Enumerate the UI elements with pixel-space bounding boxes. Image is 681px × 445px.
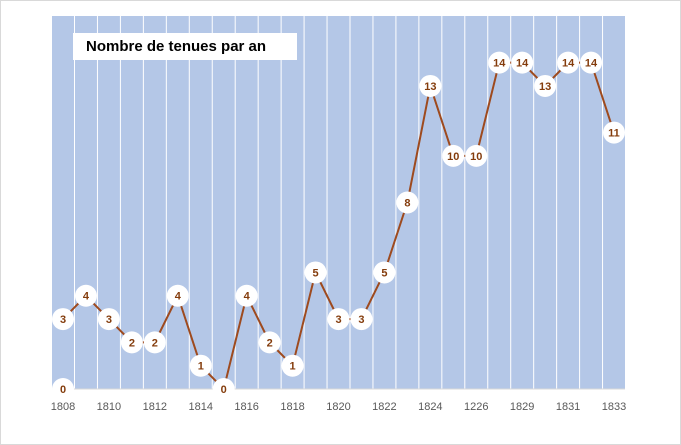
data-label: 10 — [470, 151, 482, 163]
x-tick-label: 1829 — [510, 401, 534, 413]
data-label: 11 — [608, 127, 620, 139]
x-tick-label: 1810 — [97, 401, 121, 413]
data-label: 4 — [83, 291, 90, 303]
data-label: 1 — [198, 361, 204, 373]
data-label: 14 — [585, 58, 598, 70]
point — [52, 308, 74, 331]
x-tick-label: 1816 — [234, 401, 258, 413]
x-tick-label: 1818 — [280, 401, 304, 413]
data-label: 3 — [106, 314, 112, 326]
point — [557, 51, 580, 74]
data-label: 14 — [516, 58, 529, 70]
data-label: 13 — [539, 81, 551, 93]
point — [258, 331, 281, 354]
point — [603, 121, 625, 144]
x-tick-label: 1808 — [51, 401, 75, 413]
point — [580, 51, 603, 74]
data-label: 14 — [562, 58, 575, 70]
point — [488, 51, 511, 74]
data-label: 8 — [404, 197, 410, 209]
data-label: 3 — [358, 314, 364, 326]
point — [212, 378, 235, 400]
data-label: 13 — [424, 81, 436, 93]
point — [442, 144, 465, 167]
data-label: 2 — [267, 337, 273, 349]
point — [350, 308, 373, 331]
point — [396, 191, 419, 214]
point — [511, 51, 534, 74]
x-tick-label: 1812 — [143, 401, 167, 413]
data-label: 5 — [381, 267, 387, 279]
data-label: 2 — [129, 337, 135, 349]
data-label: 0 — [221, 384, 227, 396]
x-tick-label: 1820 — [326, 401, 350, 413]
x-tick-label: 1226 — [464, 401, 488, 413]
point — [74, 284, 97, 307]
data-label: 4 — [175, 291, 182, 303]
x-tick-label: 1833 — [602, 401, 626, 413]
point — [143, 331, 166, 354]
point — [166, 284, 189, 307]
x-tick-label: 1814 — [189, 401, 213, 413]
data-label: 3 — [60, 314, 66, 326]
data-label: 4 — [244, 291, 251, 303]
plot-area — [52, 16, 625, 389]
data-label: 2 — [152, 337, 158, 349]
point — [97, 308, 120, 331]
x-tick-label: 1822 — [372, 401, 396, 413]
point — [189, 354, 212, 377]
point — [235, 284, 258, 307]
title-box — [73, 33, 297, 60]
point — [281, 354, 304, 377]
x-tick-label: 1831 — [556, 401, 580, 413]
point — [373, 261, 396, 284]
x-tick-label: 1824 — [418, 401, 442, 413]
data-label: 10 — [447, 151, 459, 163]
data-label: 14 — [493, 58, 506, 70]
y-tick-mark — [52, 378, 74, 400]
data-label: 3 — [335, 314, 341, 326]
point — [465, 144, 488, 167]
point — [327, 308, 350, 331]
data-label: 5 — [312, 267, 318, 279]
point — [534, 74, 557, 97]
point — [304, 261, 327, 284]
point — [120, 331, 143, 354]
chart-title: Nombre de tenues par an — [86, 38, 266, 55]
point — [419, 74, 442, 97]
y-tick-label: 0 — [60, 384, 66, 396]
data-label: 1 — [290, 361, 296, 373]
